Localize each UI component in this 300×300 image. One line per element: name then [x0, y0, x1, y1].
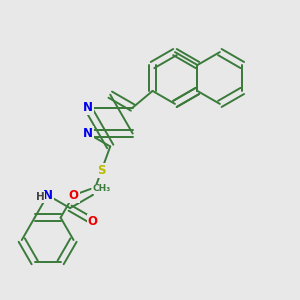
Text: N: N	[83, 101, 93, 114]
Text: H: H	[36, 192, 45, 202]
Text: N: N	[83, 127, 93, 140]
Text: CH₃: CH₃	[92, 184, 110, 194]
Text: N: N	[43, 189, 52, 202]
Text: S: S	[97, 164, 106, 177]
Text: O: O	[88, 214, 98, 228]
Text: O: O	[69, 189, 79, 202]
